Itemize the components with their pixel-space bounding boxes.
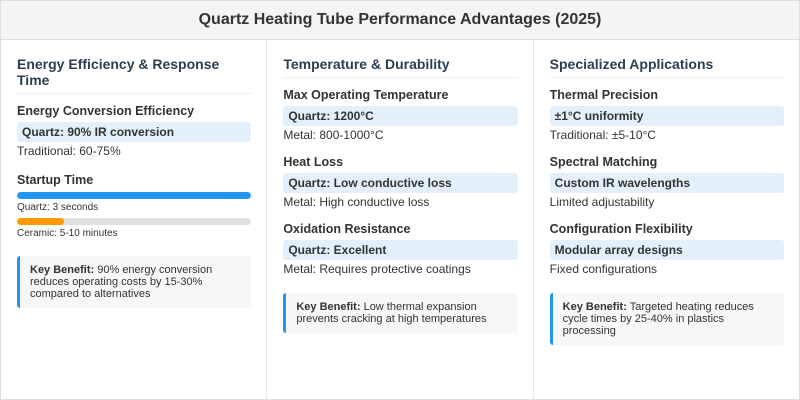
quartz-value: Quartz: 1200°C [283, 106, 518, 126]
quartz-bar-fill [17, 192, 252, 199]
quartz-bar-label: Quartz: 3 seconds [17, 202, 99, 213]
metric-title: Heat Loss [283, 155, 344, 169]
metric-item: Heat Loss Quartz: Low conductive loss Me… [283, 155, 518, 210]
comparison-value: Fixed configurations [549, 262, 658, 276]
quartz-value: Quartz: 90% IR conversion [17, 122, 252, 142]
quartz-value: Quartz: Low conductive loss [283, 173, 518, 193]
metric-title: Configuration Flexibility [549, 222, 693, 236]
metric-title: Spectral Matching [549, 155, 658, 169]
ceramic-bar-label: Ceramic: 5-10 minutes [17, 228, 118, 239]
comparison-value: Metal: 800-1000°C [283, 128, 384, 142]
comparison-value: Metal: Requires protective coatings [283, 262, 471, 276]
ceramic-bar-fill [17, 218, 64, 225]
comparison-value: Metal: High conductive loss [283, 195, 430, 209]
key-benefit-label: Key Benefit: [296, 301, 361, 313]
metric-item: Max Operating Temperature Quartz: 1200°C… [283, 88, 518, 143]
column-temperature-durability: Temperature & Durability Max Operating T… [267, 40, 534, 400]
metric-title: Energy Conversion Efficiency [17, 104, 195, 118]
quartz-value: Custom IR wavelengths [549, 173, 784, 193]
key-benefit-text: Targeted heating reduces cycle times by … [562, 301, 754, 337]
metric-energy-conversion: Energy Conversion Efficiency Quartz: 90%… [17, 104, 252, 159]
comparison-value: Traditional: 60-75% [17, 144, 121, 158]
metric-item: Thermal Precision ±1°C uniformity Tradit… [549, 88, 784, 143]
key-benefit-box: Key Benefit: 90% energy conversion reduc… [17, 256, 252, 308]
metric-title: Thermal Precision [549, 88, 659, 102]
column-heading: Energy Efficiency & Response Time [17, 40, 252, 94]
key-benefit-box: Key Benefit: Low thermal expansion preve… [283, 293, 518, 333]
column-specialized-applications: Specialized Applications Thermal Precisi… [534, 40, 799, 400]
comparison-value: Traditional: ±5-10°C [549, 128, 656, 142]
page-title: Quartz Heating Tube Performance Advantag… [1, 1, 799, 40]
key-benefit-label: Key Benefit: [562, 301, 627, 313]
key-benefit-text: 90% energy conversion reduces operating … [30, 264, 213, 300]
quartz-value: ±1°C uniformity [549, 106, 784, 126]
metric-title: Max Operating Temperature [283, 88, 449, 102]
comparison-value: Limited adjustability [549, 195, 655, 209]
metric-startup-time: Startup Time Quartz: 3 seconds Ceramic: … [17, 173, 252, 240]
ceramic-progress-bar [17, 218, 252, 225]
column-energy-efficiency: Energy Efficiency & Response Time Energy… [1, 40, 268, 400]
metric-item: Oxidation Resistance Quartz: Excellent M… [283, 222, 518, 277]
quartz-progress-bar [17, 192, 252, 199]
metric-title: Oxidation Resistance [283, 222, 411, 236]
key-benefit-box: Key Benefit: Targeted heating reduces cy… [549, 293, 784, 345]
metric-item: Configuration Flexibility Modular array … [549, 222, 784, 277]
column-heading: Temperature & Durability [283, 40, 518, 78]
key-benefit-label: Key Benefit: [30, 264, 95, 276]
quartz-value: Modular array designs [549, 240, 784, 260]
quartz-value: Quartz: Excellent [283, 240, 518, 260]
metric-title: Startup Time [17, 173, 94, 187]
key-benefit-text: Low thermal expansion prevents cracking … [296, 301, 487, 325]
column-heading: Specialized Applications [549, 40, 784, 78]
metric-item: Spectral Matching Custom IR wavelengths … [549, 155, 784, 210]
